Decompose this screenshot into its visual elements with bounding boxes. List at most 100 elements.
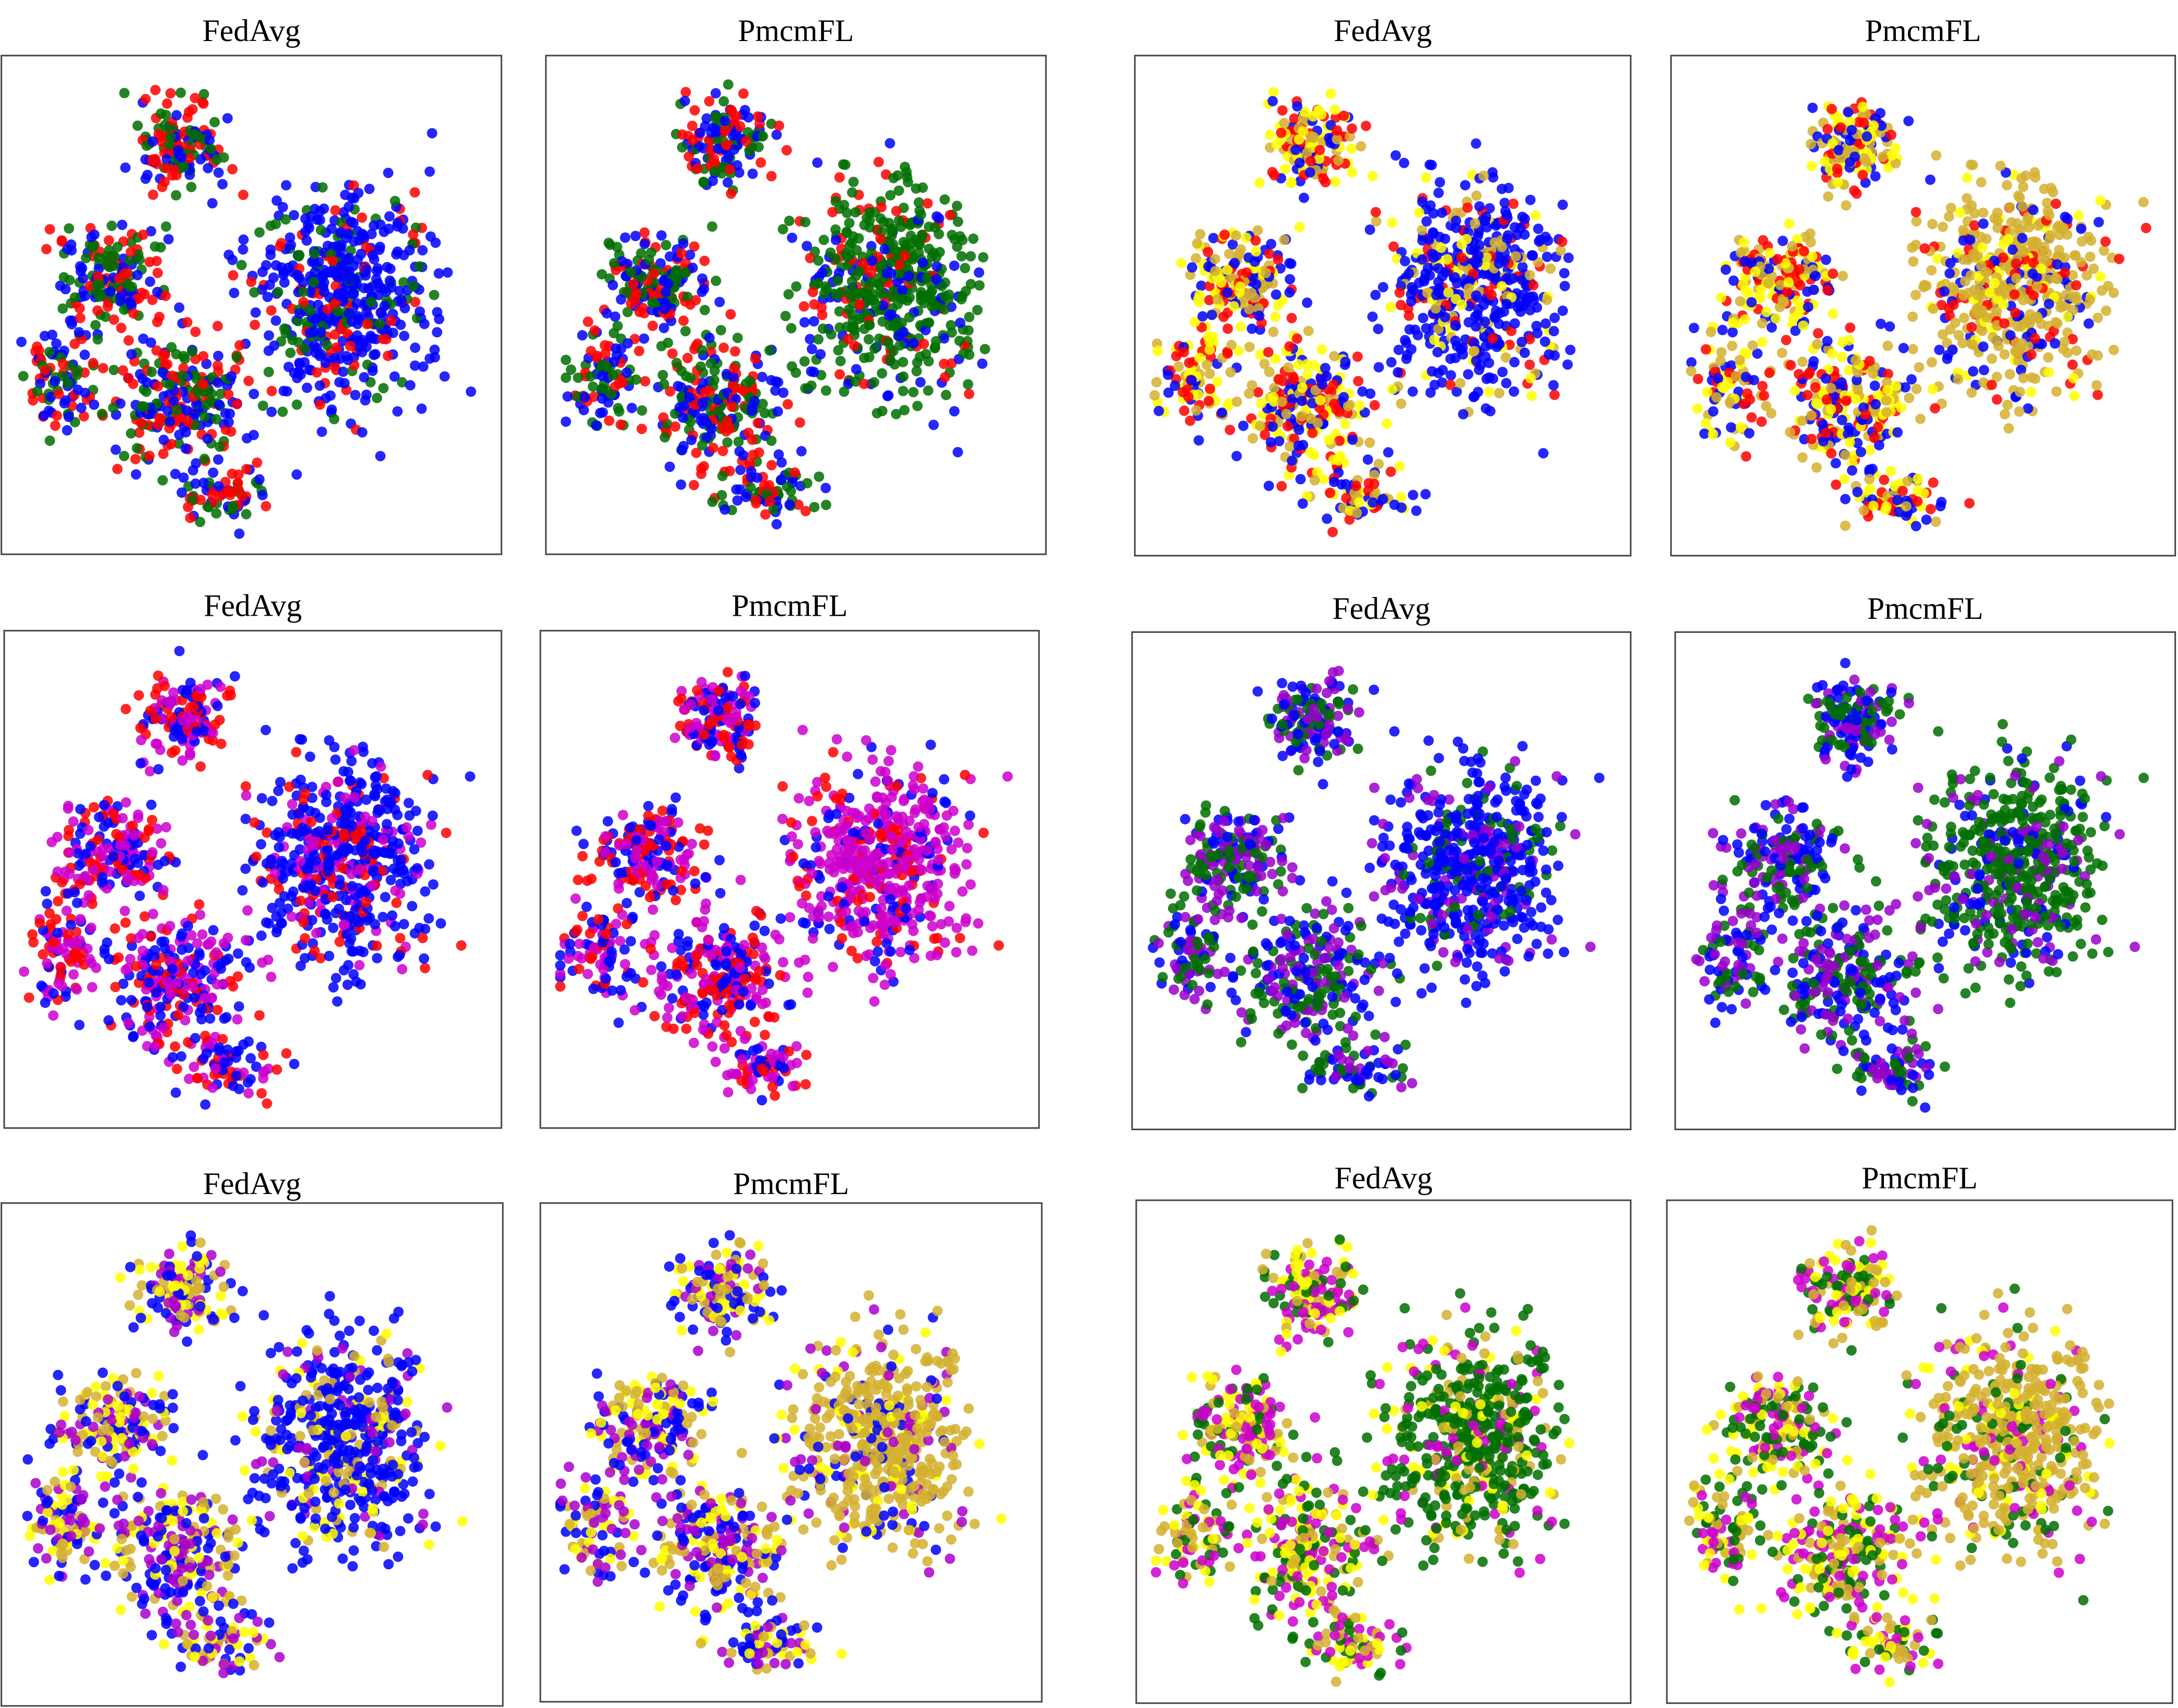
point xyxy=(223,417,234,428)
point xyxy=(707,496,718,507)
point xyxy=(1433,263,1444,274)
point xyxy=(1282,421,1293,432)
point xyxy=(725,309,736,320)
point xyxy=(680,326,691,337)
point xyxy=(1456,252,1467,263)
point xyxy=(152,316,163,327)
point xyxy=(92,334,103,345)
point xyxy=(1811,462,1822,473)
point xyxy=(1911,216,1922,227)
point xyxy=(1265,437,1276,448)
point xyxy=(410,297,421,308)
point xyxy=(608,328,619,339)
point xyxy=(1840,449,1851,460)
point xyxy=(1225,425,1236,435)
point xyxy=(903,271,914,282)
point xyxy=(735,121,746,131)
point xyxy=(697,397,708,408)
point xyxy=(1875,319,1886,329)
point xyxy=(939,359,950,369)
point xyxy=(187,129,198,140)
point xyxy=(375,451,386,461)
point xyxy=(2045,230,2056,241)
point xyxy=(885,190,896,201)
point xyxy=(1822,394,1832,405)
point xyxy=(125,296,136,307)
point xyxy=(908,387,919,398)
point xyxy=(250,307,261,318)
point xyxy=(433,268,444,279)
point xyxy=(59,398,70,409)
point xyxy=(310,348,321,359)
point xyxy=(372,263,383,274)
point xyxy=(1367,311,1378,322)
point xyxy=(726,104,737,115)
point xyxy=(70,292,81,303)
point xyxy=(299,343,310,354)
point xyxy=(1328,380,1339,391)
point xyxy=(280,214,291,225)
point xyxy=(1708,406,1719,417)
point xyxy=(1777,348,1788,359)
point xyxy=(1268,87,1279,98)
point xyxy=(1330,104,1340,115)
point xyxy=(1784,218,1795,229)
point xyxy=(1966,387,1977,398)
point xyxy=(2068,373,2079,383)
point xyxy=(109,260,119,271)
point xyxy=(2067,359,2078,370)
point xyxy=(1457,349,1468,360)
point xyxy=(87,242,98,253)
point xyxy=(743,112,754,123)
point xyxy=(1763,278,1774,289)
point xyxy=(1272,254,1283,265)
point xyxy=(89,399,100,410)
point xyxy=(1825,382,1836,393)
point xyxy=(1231,451,1242,461)
point xyxy=(582,316,593,327)
point xyxy=(1821,427,1831,438)
point xyxy=(699,304,710,315)
point xyxy=(1228,301,1239,312)
point xyxy=(1263,347,1274,358)
point xyxy=(228,270,238,281)
point xyxy=(1297,498,1308,509)
point xyxy=(1756,416,1767,427)
point xyxy=(766,460,777,471)
point xyxy=(1847,125,1857,136)
point xyxy=(427,128,437,139)
point xyxy=(1542,295,1552,306)
point xyxy=(596,383,607,394)
point xyxy=(659,379,670,390)
point xyxy=(1187,262,1198,273)
point xyxy=(1354,497,1365,508)
point xyxy=(329,353,340,364)
point xyxy=(1286,455,1297,466)
point xyxy=(1992,222,2003,233)
point xyxy=(1388,241,1399,252)
point xyxy=(566,364,577,375)
point xyxy=(782,399,793,410)
point xyxy=(1373,324,1384,335)
point xyxy=(1362,454,1373,465)
point xyxy=(32,386,43,397)
point xyxy=(1921,514,1932,525)
point xyxy=(358,372,369,383)
point xyxy=(301,235,312,246)
point xyxy=(1841,395,1852,406)
point xyxy=(1490,237,1500,248)
point xyxy=(897,294,908,304)
point xyxy=(1840,494,1851,505)
point xyxy=(1743,288,1754,299)
point xyxy=(1928,303,1938,314)
plot-frame xyxy=(1,55,502,555)
panel: FedAvg xyxy=(1134,14,1632,557)
point xyxy=(1998,239,2009,250)
point xyxy=(1538,448,1549,459)
point xyxy=(1367,497,1378,508)
point xyxy=(1957,338,1968,349)
point xyxy=(692,163,703,174)
point xyxy=(801,241,812,251)
point xyxy=(171,349,182,360)
point xyxy=(1500,352,1511,363)
